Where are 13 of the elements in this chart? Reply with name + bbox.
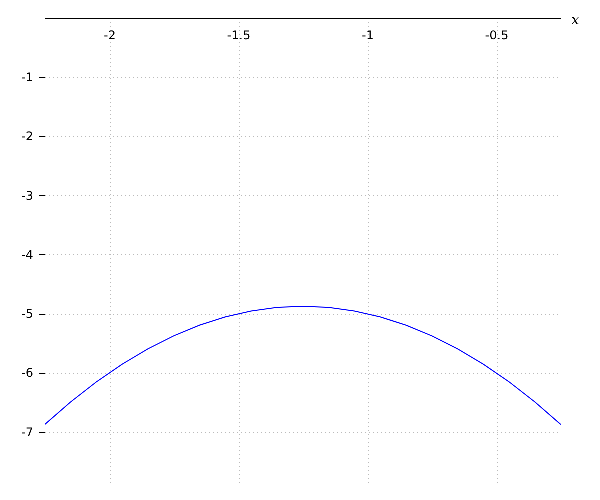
line-series [45, 306, 561, 426]
x-tick-label: -0.5 [485, 28, 509, 42]
y-tick-label: -7 [22, 425, 34, 440]
x-tick-label: -1 [362, 28, 374, 42]
y-tick-label: -4 [22, 248, 34, 262]
x-tick-label: -1.5 [227, 28, 251, 42]
x-tick-label: -2 [104, 28, 116, 42]
y-tick-label: -3 [22, 188, 34, 203]
y-tick-label: -1 [22, 70, 34, 85]
x-axis-title: x [572, 12, 580, 28]
y-tick-label: -2 [22, 130, 34, 144]
y-tick-label: -6 [22, 366, 34, 380]
y-tick-label: -5 [22, 307, 34, 322]
